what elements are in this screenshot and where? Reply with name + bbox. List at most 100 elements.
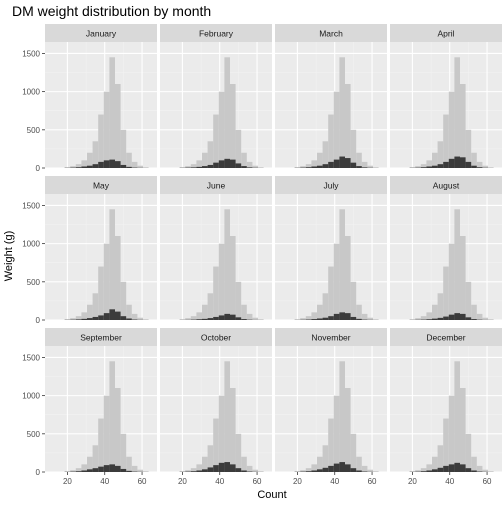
- background-bar: [258, 319, 264, 320]
- background-bar: [115, 84, 121, 168]
- background-bar: [323, 141, 329, 168]
- month-bar: [196, 319, 202, 320]
- month-bar: [306, 471, 312, 472]
- facet-strip-label: February: [199, 29, 234, 39]
- month-bar: [224, 462, 230, 472]
- background-bar: [93, 445, 99, 472]
- background-bar: [443, 115, 449, 168]
- background-bar: [132, 466, 138, 472]
- background-bar: [208, 293, 214, 320]
- background-bar: [351, 434, 357, 472]
- month-bar: [323, 318, 329, 320]
- month-bar: [81, 470, 87, 472]
- background-bar: [224, 361, 230, 472]
- background-bar: [219, 92, 225, 168]
- month-bar: [81, 319, 87, 320]
- month-bar: [236, 317, 242, 320]
- background-bar: [208, 141, 214, 168]
- month-bar: [224, 314, 230, 320]
- background-bar: [362, 466, 368, 472]
- background-bar: [121, 434, 127, 472]
- background-bar: [93, 293, 99, 320]
- background-bar: [104, 396, 110, 472]
- background-bar: [351, 130, 357, 168]
- month-bar: [449, 315, 455, 320]
- background-bar: [345, 388, 351, 472]
- month-bar: [351, 163, 357, 168]
- facet-panel-july: July: [275, 176, 387, 320]
- background-bar: [219, 244, 225, 320]
- month-bar: [466, 468, 472, 472]
- background-bar: [367, 318, 373, 320]
- background-bar: [252, 470, 258, 472]
- facet-strip-label: January: [86, 29, 117, 39]
- month-bar: [98, 467, 104, 472]
- month-bar: [241, 319, 247, 320]
- month-bar: [460, 157, 466, 168]
- background-bar: [132, 162, 138, 168]
- month-bar: [432, 166, 438, 168]
- background-bar: [252, 318, 258, 320]
- background-bar: [236, 434, 242, 472]
- month-bar: [202, 319, 208, 320]
- month-bar: [121, 469, 127, 472]
- month-bar: [317, 166, 323, 168]
- month-bar: [438, 468, 444, 472]
- month-bar: [477, 167, 483, 168]
- month-bar: [87, 318, 93, 320]
- month-bar: [345, 313, 351, 320]
- month-bar: [230, 464, 236, 472]
- chart-title: DM weight distribution by month: [12, 3, 211, 19]
- y-tick-label: 500: [27, 430, 41, 439]
- y-tick-label: 1000: [22, 392, 40, 401]
- month-bar: [109, 160, 115, 168]
- x-tick-label: 60: [138, 477, 147, 486]
- background-bar: [109, 209, 115, 320]
- month-bar: [224, 159, 230, 168]
- background-bar: [191, 316, 197, 320]
- background-bar: [345, 84, 351, 168]
- background-bar: [202, 153, 208, 168]
- background-bar: [98, 267, 104, 320]
- month-bar: [247, 167, 253, 168]
- background-bar: [230, 84, 236, 168]
- y-tick-label: 1500: [22, 201, 40, 210]
- background-bar: [137, 470, 143, 472]
- background-bar: [121, 130, 127, 168]
- background-bar: [180, 319, 186, 320]
- background-bar: [230, 236, 236, 320]
- month-bar: [421, 167, 427, 168]
- month-bar: [76, 319, 82, 320]
- month-bar: [76, 471, 82, 472]
- month-bar: [208, 467, 214, 472]
- y-tick-label: 1500: [22, 353, 40, 362]
- x-axis-label: Count: [257, 489, 286, 501]
- background-bar: [132, 314, 138, 320]
- background-bar: [328, 115, 334, 168]
- background-bar: [115, 236, 121, 320]
- background-bar: [109, 361, 115, 472]
- month-bar: [213, 163, 219, 168]
- month-bar: [471, 319, 477, 320]
- background-bar: [460, 388, 466, 472]
- background-bar: [443, 419, 449, 472]
- month-bar: [93, 468, 99, 472]
- month-bar: [345, 464, 351, 472]
- facet-strip-label: May: [93, 181, 110, 191]
- background-bar: [421, 316, 427, 320]
- background-bar: [432, 305, 438, 320]
- month-bar: [213, 465, 219, 472]
- month-bar: [460, 464, 466, 472]
- background-bar: [488, 319, 494, 320]
- month-bar: [339, 462, 345, 472]
- background-bar: [410, 319, 416, 320]
- background-bar: [454, 209, 460, 320]
- y-tick-label: 1000: [22, 88, 40, 97]
- x-tick-label: 60: [368, 477, 377, 486]
- background-bar: [87, 305, 93, 320]
- background-bar: [126, 457, 132, 472]
